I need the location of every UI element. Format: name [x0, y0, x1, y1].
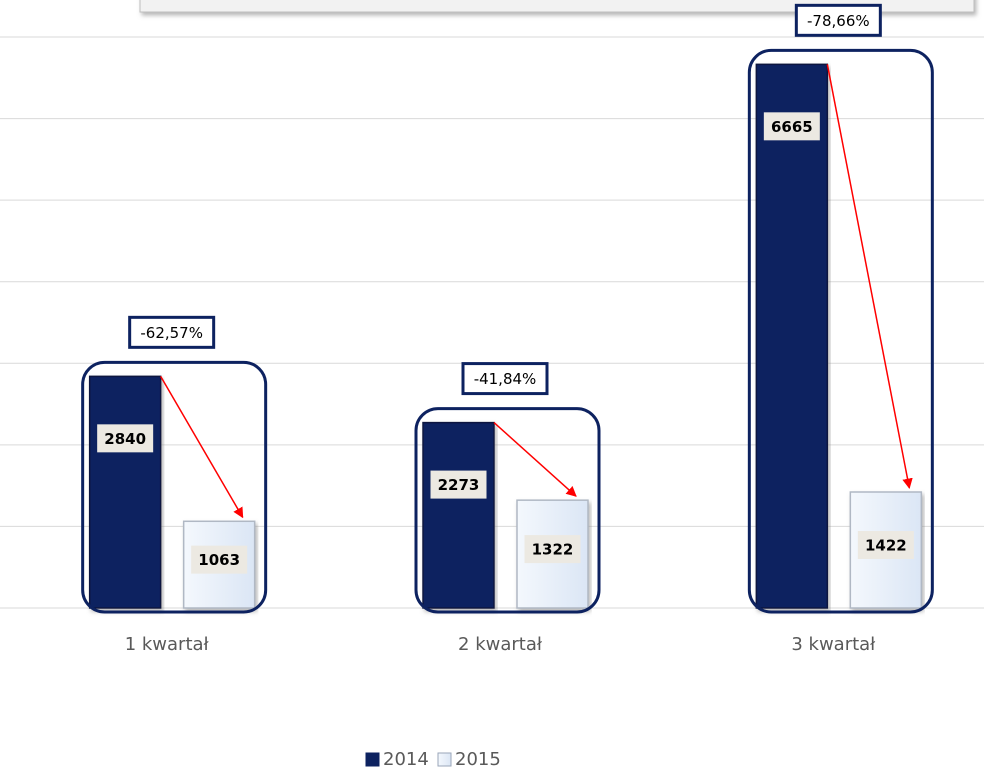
group-outline [81, 360, 268, 614]
value-label: 1063 [198, 551, 240, 569]
annotation: -78,66% [807, 12, 870, 30]
value-label-box [191, 545, 248, 574]
annotation-box [461, 362, 549, 396]
change-arrow [160, 375, 244, 519]
value-label-box [430, 470, 487, 499]
annotation: -41,84% [474, 370, 537, 388]
value-label: 2840 [104, 430, 146, 448]
value-label: 1422 [865, 537, 907, 555]
bar [422, 421, 495, 609]
value-label: 6665 [771, 118, 813, 136]
legend-label: 2014 [383, 749, 429, 769]
value-label: 2273 [438, 476, 480, 494]
legend-swatch [365, 752, 380, 767]
x-tick-label: 1 kwartał [125, 634, 210, 655]
annotation: -62,57% [140, 324, 203, 342]
value-label-box [524, 535, 581, 564]
bar [755, 63, 829, 609]
value-label-box [857, 531, 914, 560]
group-outline [414, 407, 601, 614]
value-label-box [97, 424, 154, 453]
annotation-box [794, 3, 882, 37]
x-tick-label: 3 kwartał [791, 634, 876, 655]
legend-label: 2015 [455, 749, 501, 769]
annotation-box [128, 315, 216, 349]
title-box [139, 0, 975, 13]
change-arrow [493, 422, 577, 497]
bar [88, 375, 162, 609]
value-label: 1322 [532, 541, 574, 559]
legend-swatch [437, 752, 452, 767]
change-arrow [826, 64, 913, 490]
group-outline [747, 48, 934, 614]
value-label-box [763, 112, 820, 141]
x-tick-label: 2 kwartał [458, 634, 543, 655]
